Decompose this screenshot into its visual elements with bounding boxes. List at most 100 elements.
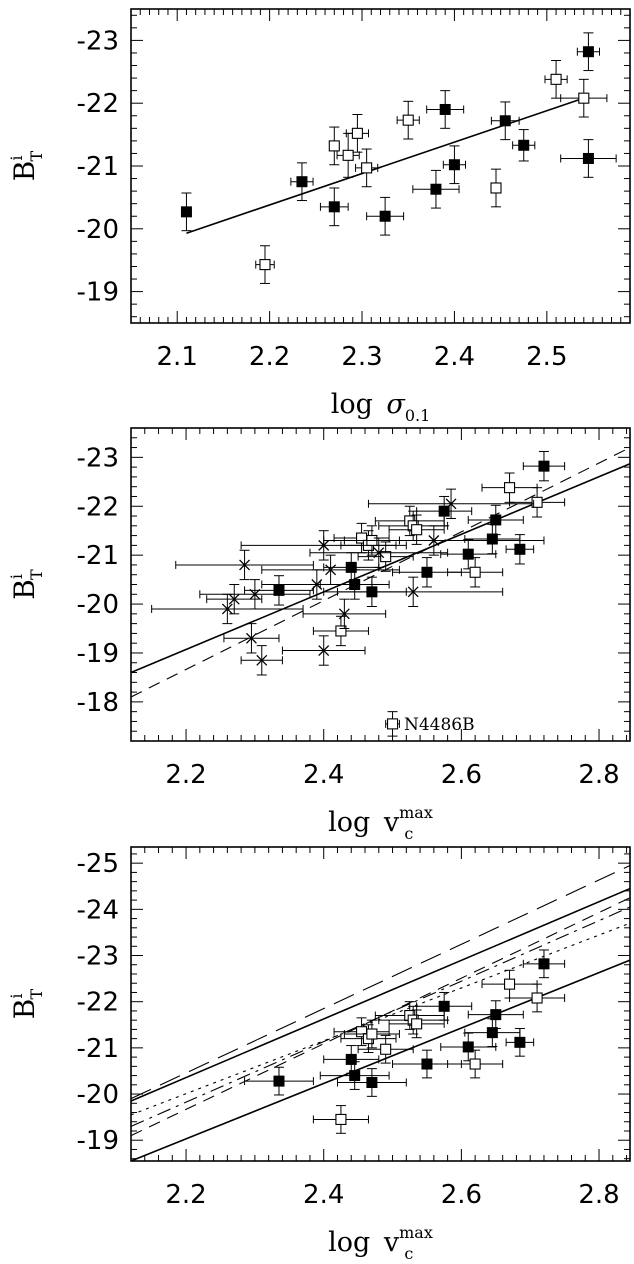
marker-filled-square: [297, 177, 307, 187]
x-tick-label: 2.8: [578, 760, 619, 790]
data-point: [413, 170, 459, 208]
y-tick-label: -23: [77, 26, 119, 56]
data-point: [320, 1062, 389, 1090]
x-tick-label: 2.3: [341, 342, 382, 372]
plot-frame: [131, 847, 630, 1161]
x-tick-label: 2.5: [526, 342, 567, 372]
y-axis-label-sup: i: [7, 155, 26, 160]
marker-filled-square: [422, 567, 432, 577]
fit-line-solid: [131, 960, 630, 1161]
y-tick-label: -19: [77, 1126, 119, 1156]
marker-filled-square: [274, 1076, 284, 1086]
marker-filled-square: [491, 515, 501, 525]
fit-line-dashed: [131, 448, 630, 697]
data-point: [448, 1050, 503, 1078]
data-point: [561, 140, 616, 178]
y-tick-label: -21: [77, 152, 119, 182]
data-point: [577, 33, 599, 71]
panel-circular-velocity: 2.2 2.4 2.6 2.8 -18 -19 -20 -21 -22 -23 log vmax c B…: [7, 428, 630, 843]
data-point: [443, 146, 465, 184]
data-points: [152, 451, 565, 736]
data-point: [256, 246, 274, 284]
data-point: [491, 169, 501, 207]
data-point: [448, 558, 503, 587]
marker-filled-square: [583, 47, 593, 57]
y-tick-label: -19: [77, 639, 119, 669]
axis-ticks: [131, 847, 630, 1161]
x-tick-label: 2.1: [157, 342, 198, 372]
x-axis-label-base: log: [328, 807, 384, 838]
y-axis-label-sup: i: [7, 993, 26, 998]
marker-open-square: [362, 163, 372, 173]
y-tick-label: -20: [77, 1080, 119, 1110]
data-point: [313, 616, 368, 645]
marker-open-square: [491, 183, 501, 193]
marker-open-square: [352, 128, 362, 138]
marker-filled-square: [519, 140, 529, 150]
x-axis-label-sub: 0.1: [405, 406, 430, 425]
fit-line-dash-dot: [131, 907, 630, 1126]
data-point: [320, 188, 348, 226]
fit-line-dotted: [131, 923, 630, 1115]
x-axis-label: log vmax c: [328, 1223, 433, 1263]
marker-filled-square: [515, 1037, 525, 1047]
x-axis-label-symbol: σ: [386, 389, 406, 420]
data-point: [523, 950, 564, 978]
data-point: [367, 197, 404, 235]
y-tick-label: -23: [77, 443, 119, 473]
marker-filled-square: [380, 211, 390, 221]
plot-frame: [131, 9, 630, 323]
data-point: [482, 970, 537, 998]
data-point: [313, 1106, 368, 1134]
marker-open-square: [505, 979, 515, 989]
y-tick-label: -20: [77, 590, 119, 620]
y-tick-label: -22: [77, 492, 119, 522]
data-point: [397, 101, 419, 139]
data-point: [181, 193, 191, 231]
x-axis-label-sup: max: [399, 803, 433, 822]
data-point: [329, 127, 339, 165]
y-axis-label: BiT: [7, 569, 46, 600]
x-tick-label: 2.2: [165, 1180, 206, 1210]
marker-filled-square: [583, 153, 593, 163]
marker-open-square: [412, 1019, 422, 1029]
x-axis-label-base: log: [331, 389, 387, 420]
marker-filled-square: [350, 1071, 360, 1081]
data-point: [427, 91, 464, 129]
marker-open-square: [505, 483, 515, 493]
x-tick-label: 2.2: [165, 760, 206, 790]
marker-filled-square: [515, 544, 525, 554]
marker-filled-square: [329, 202, 339, 212]
y-axis-label: BiT: [7, 988, 46, 1019]
panel-circular-velocity-with-relations: 2.2 2.4 2.6 2.8-19-20-21-22-23-24-25log vma…: [7, 847, 630, 1263]
marker-filled-square: [487, 1028, 497, 1038]
marker-filled-square: [539, 959, 549, 969]
data-point: [291, 163, 313, 201]
marker-open-square: [336, 1114, 346, 1124]
x-tick-label: 2.4: [434, 342, 475, 372]
marker-filled-square: [439, 1001, 449, 1011]
data-point: [545, 60, 567, 98]
x-axis-label-base: log: [328, 1227, 384, 1258]
y-tick-label: -23: [77, 942, 119, 972]
data-point: [324, 526, 544, 555]
data-point: [523, 451, 564, 480]
y-tick-label: -22: [77, 89, 119, 119]
marker-open-square: [381, 1044, 391, 1054]
fit-lines: [131, 448, 630, 697]
data-point: [303, 599, 386, 628]
y-tick-label: -19: [77, 278, 119, 308]
x-axis-label-sub: c: [404, 824, 413, 843]
marker-open-square: [412, 525, 422, 535]
x-tick-label: 2.8: [578, 1180, 619, 1210]
marker-filled-square: [181, 207, 191, 217]
data-point: [224, 624, 279, 653]
data-point: [468, 505, 523, 534]
marker-filled-square: [500, 116, 510, 126]
marker-open-square: [329, 141, 339, 151]
fit-line-solid: [131, 464, 630, 673]
marker-open-square: [343, 150, 353, 160]
panel-velocity-dispersion: 2.1 2.2 2.3 2.4 2.5 -19 -20 -21 -22 -23 log σ0.1 Bi…: [7, 9, 630, 425]
marker-open-square: [388, 719, 398, 729]
